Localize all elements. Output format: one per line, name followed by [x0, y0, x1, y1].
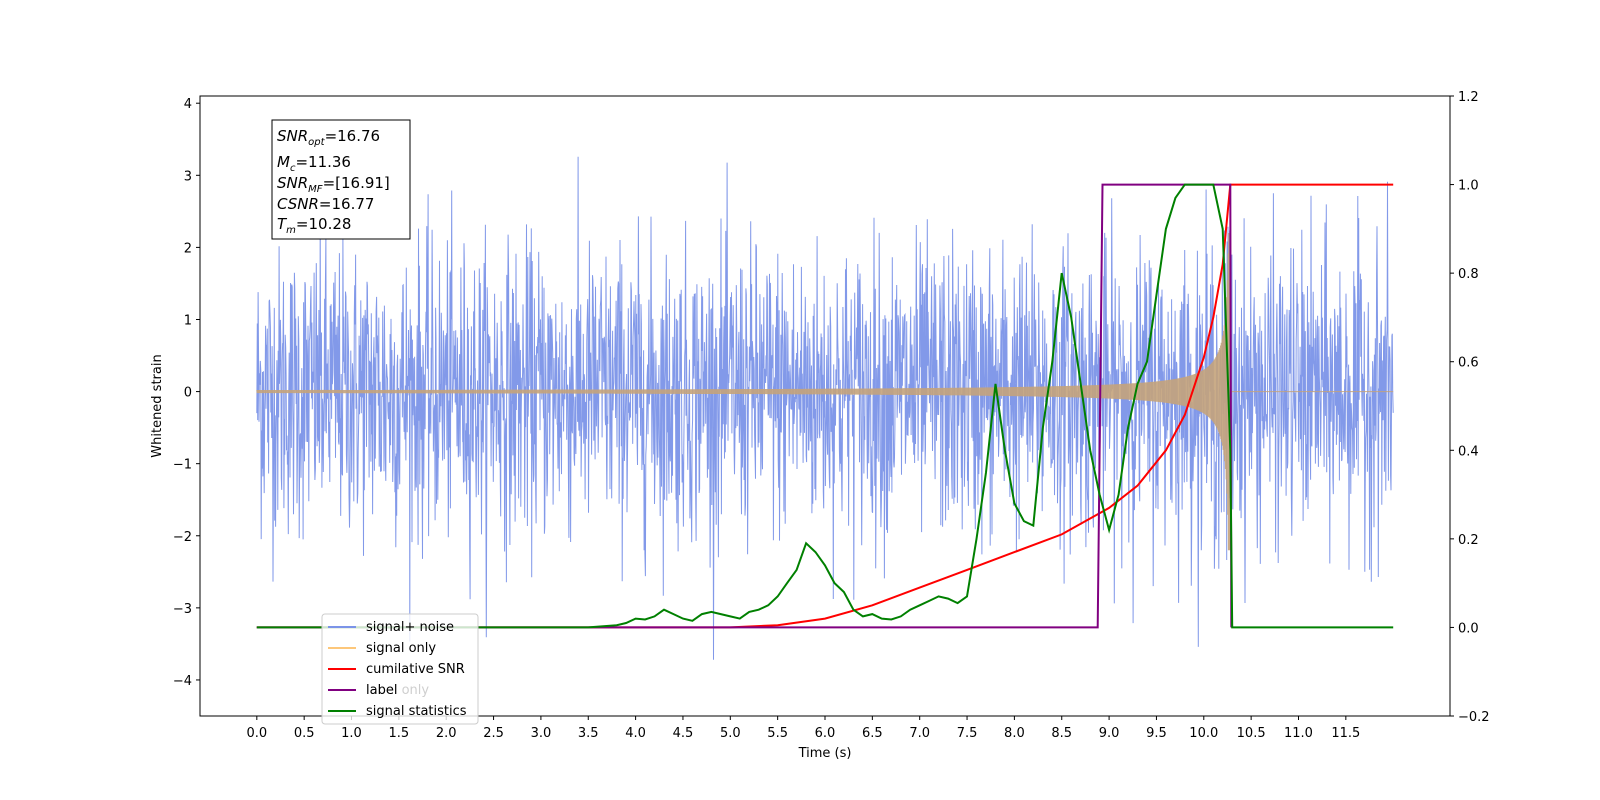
x-tick-label: 3.5 — [578, 726, 599, 741]
x-tick-label: 9.0 — [1099, 726, 1120, 741]
series-signal-noise-line — [256, 156, 1394, 660]
series-signal-only — [256, 232, 1394, 551]
y-tick-label: −1 — [173, 458, 192, 473]
y-tick-label: 2 — [184, 241, 192, 256]
x-axis: 0.0 0.5 1.0 1.5 2.0 2.5 3.0 3.5 4.0 4.5 5.0 5.5 6.0 6… — [246, 716, 1360, 741]
x-tick-label: 10.0 — [1189, 726, 1218, 741]
annotation-tm: Tm=10.28 — [277, 215, 351, 236]
y-tick-label: 4 — [184, 97, 192, 112]
y2-tick-label: 0.6 — [1458, 356, 1479, 371]
y2-tick-label: 0.8 — [1458, 267, 1479, 282]
x-tick-label: 11.5 — [1331, 726, 1360, 741]
y-axis-left: 4 3 2 1 0 −1 −2 −3 −4 — [173, 97, 200, 689]
legend-frame — [321, 613, 479, 725]
y-tick-label: 3 — [184, 169, 192, 184]
annotation-frame — [271, 119, 411, 240]
x-axis-label: Time (s) — [798, 746, 852, 761]
series-cumulative-snr — [256, 183, 1394, 629]
y2-tick-label: 0.0 — [1458, 621, 1479, 636]
x-tick-label: 4.5 — [673, 726, 694, 741]
legend-label-signal: signal only — [366, 641, 436, 656]
x-tick-label: 1.5 — [389, 726, 410, 741]
legend-label-label: label — [366, 683, 397, 698]
series-signal-statistics — [256, 183, 1394, 629]
x-tick-label: 3.0 — [531, 726, 552, 741]
x-tick-label: 9.5 — [1146, 726, 1167, 741]
y-tick-label: 1 — [184, 313, 192, 328]
y-tick-label: −3 — [173, 602, 192, 617]
y2-tick-label: 0.4 — [1458, 444, 1479, 459]
y-tick-label: −2 — [173, 530, 192, 545]
x-tick-label: 6.0 — [815, 726, 836, 741]
series-signal-noise — [256, 156, 1394, 660]
y2-tick-label: −0.2 — [1458, 710, 1490, 725]
x-tick-label: 0.0 — [246, 726, 267, 741]
x-tick-label: 7.5 — [957, 726, 978, 741]
legend-hidden-text: label only — [366, 683, 429, 698]
x-tick-label: 5.0 — [720, 726, 741, 741]
y2-tick-label: 1.2 — [1458, 90, 1479, 105]
x-tick-label: 0.5 — [294, 726, 315, 741]
annotation-snr-opt: SNRopt=16.76 — [277, 127, 380, 148]
legend-label-stats: signal statistics — [366, 704, 467, 719]
x-tick-label: 10.5 — [1237, 726, 1266, 741]
x-tick-label: 2.5 — [483, 726, 504, 741]
series-lines — [256, 183, 1394, 629]
annotation-snr-mf: SNRMF=[16.91] — [277, 174, 390, 195]
x-tick-label: 11.0 — [1284, 726, 1313, 741]
legend: label only signal+ noise signal only cum… — [321, 613, 479, 725]
series-signal-only-line — [256, 232, 1394, 551]
annotation-box: SNRopt=16.76 Mc=11.36 SNRMF=[16.91] CSNR… — [271, 119, 411, 240]
legend-label-csnr: cumilative SNR — [366, 662, 465, 677]
x-tick-label: 5.5 — [767, 726, 788, 741]
x-tick-label: 4.0 — [625, 726, 646, 741]
x-tick-label: 1.0 — [341, 726, 362, 741]
y-axis-right: 1.2 1.0 0.8 0.6 0.4 0.2 0.0 −0.2 — [1450, 90, 1490, 725]
y-axis-label: Whitened strain — [150, 354, 165, 457]
annotation-mc: Mc=11.36 — [277, 153, 351, 174]
x-tick-label: 8.0 — [1004, 726, 1025, 741]
x-tick-label: 6.5 — [862, 726, 883, 741]
y-tick-label: −4 — [173, 674, 192, 689]
series-label — [256, 183, 1233, 629]
y2-tick-label: 1.0 — [1458, 179, 1479, 194]
annotation-csnr: CSNR=16.77 — [277, 195, 374, 213]
y-tick-label: 0 — [184, 386, 192, 401]
legend-label-noise: signal+ noise — [366, 620, 454, 635]
x-tick-label: 8.5 — [1051, 726, 1072, 741]
x-tick-label: 7.0 — [909, 726, 930, 741]
x-tick-label: 2.0 — [436, 726, 457, 741]
y2-tick-label: 0.2 — [1458, 533, 1479, 548]
